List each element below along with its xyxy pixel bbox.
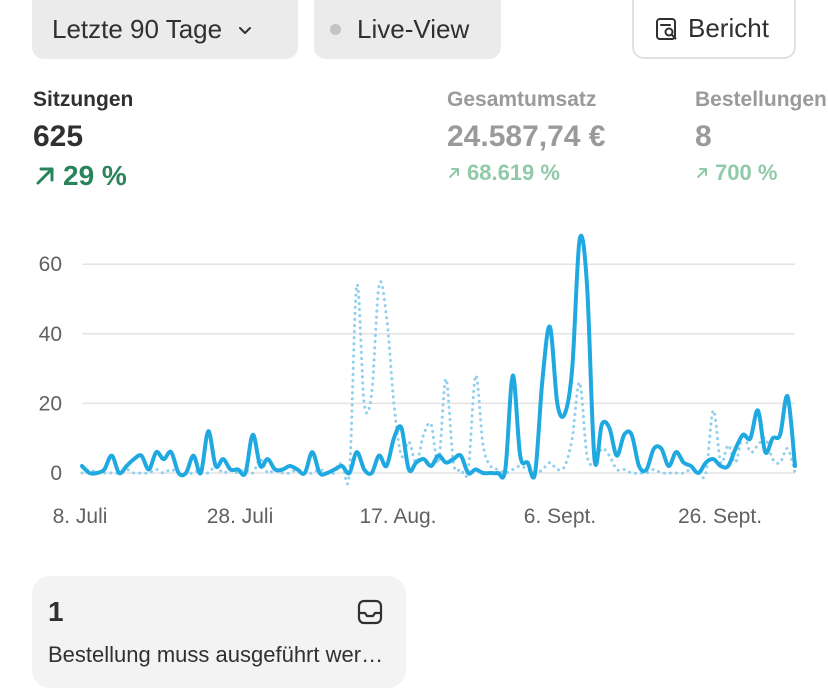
y-tick-label: 20 xyxy=(39,392,62,415)
metric-orders[interactable]: Bestellungen 8 700 % xyxy=(695,88,827,186)
report-search-icon xyxy=(656,17,677,40)
report-button[interactable]: Bericht xyxy=(632,0,796,59)
comparison-series-line xyxy=(80,280,797,486)
y-tick-label: 60 xyxy=(39,253,62,276)
metric-value: 625 xyxy=(33,120,84,153)
unfulfilled-orders-card[interactable]: 1 Bestellung muss ausgeführt werden xyxy=(32,576,406,688)
y-axis-labels: 60 40 20 0 xyxy=(39,253,62,485)
live-view-label: Live-View xyxy=(357,14,470,44)
primary-series-line xyxy=(80,233,797,480)
metric-delta: 29 % xyxy=(33,160,133,192)
live-status-dot xyxy=(330,24,341,35)
live-view-button[interactable]: Live-View xyxy=(314,0,501,59)
metric-delta: 68.619 % xyxy=(447,160,605,186)
x-tick-label: 8. Juli xyxy=(53,505,108,528)
report-label: Bericht xyxy=(688,13,769,43)
metric-sessions[interactable]: Sitzungen 625 29 % xyxy=(33,88,133,192)
inbox-icon xyxy=(357,599,383,625)
chart-gridlines xyxy=(82,263,795,474)
x-tick-label: 28. Juli xyxy=(207,505,274,528)
arrow-up-right-icon xyxy=(449,168,459,178)
date-range-label: Letzte 90 Tage xyxy=(52,14,223,44)
y-tick-label: 40 xyxy=(39,323,62,346)
date-range-button[interactable]: Letzte 90 Tage xyxy=(32,0,298,59)
x-tick-label: 6. Sept. xyxy=(524,505,596,528)
metric-label: Gesamtumsatz xyxy=(447,88,597,111)
card-count: 1 xyxy=(48,596,64,627)
y-tick-label: 0 xyxy=(50,462,62,485)
metric-delta-text: 68.619 % xyxy=(467,160,560,185)
metric-revenue[interactable]: Gesamtumsatz 24.587,74 € 68.619 % xyxy=(447,88,605,186)
metric-delta-text: 700 % xyxy=(715,160,778,185)
metric-delta-text: 29 % xyxy=(63,160,127,191)
chevron-down-icon xyxy=(239,26,252,34)
x-axis-labels: 8. Juli 28. Juli 17. Aug. 6. Sept. 26. Sept. xyxy=(53,505,762,528)
arrow-up-right-icon xyxy=(697,168,707,178)
chart-series xyxy=(80,233,797,486)
x-tick-label: 26. Sept. xyxy=(678,505,762,528)
arrow-up-right-icon xyxy=(36,167,54,185)
metric-label: Sitzungen xyxy=(33,88,134,111)
sessions-chart[interactable]: 60 40 20 0 8. Juli 28. Juli 17. Aug. 6. Sept. 2… xyxy=(0,210,828,540)
metric-label: Bestellungen xyxy=(695,88,827,111)
metric-value: 24.587,74 € xyxy=(447,120,606,153)
metric-delta: 700 % xyxy=(695,160,827,186)
metric-value: 8 xyxy=(695,120,712,153)
card-text: Bestellung muss ausgeführt werden xyxy=(48,642,393,667)
x-tick-label: 17. Aug. xyxy=(359,505,436,528)
